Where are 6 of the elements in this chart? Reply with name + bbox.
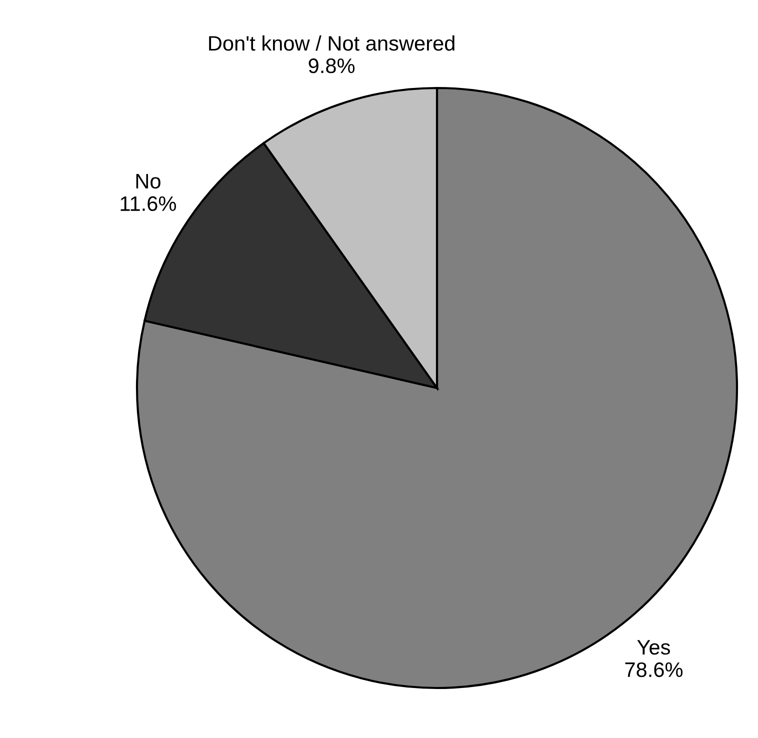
data-label: 9.8% xyxy=(308,58,355,74)
slice-label: No xyxy=(136,174,160,189)
data-label: 78.6% xyxy=(625,662,683,678)
slice-label: Don't know / Not answered xyxy=(209,35,454,51)
slice-label: Yes xyxy=(637,640,670,655)
data-label: 11.6% xyxy=(120,196,176,212)
